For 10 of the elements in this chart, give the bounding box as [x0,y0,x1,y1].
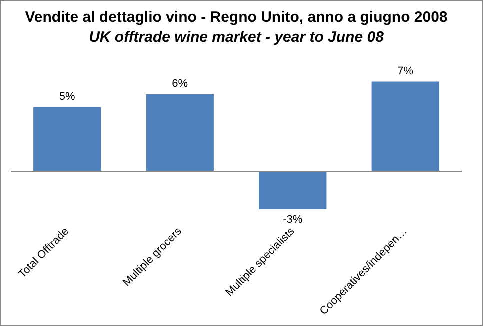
chart-subtitle: UK offtrade wine market - year to June 08 [89,29,385,46]
chart-title: Vendite al dettaglio vino - Regno Unito, anno a giugno 2008 [25,9,448,26]
data-label: 7% [398,65,414,78]
bar [34,107,102,172]
data-label: -3% [283,214,303,226]
bar [259,171,327,210]
data-label: 5% [59,90,76,103]
data-label: 6% [172,78,188,90]
bar [372,82,440,172]
bar [146,94,214,172]
